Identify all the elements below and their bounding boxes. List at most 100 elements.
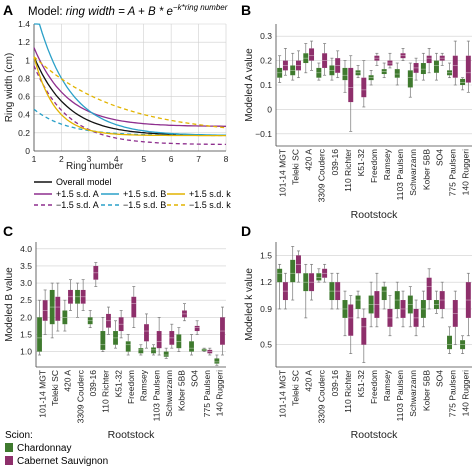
box-cabernet bbox=[361, 77, 367, 98]
model-formula-title: Model: ring width = A + B * e−k*ring num… bbox=[28, 3, 228, 18]
series-line bbox=[33, 47, 226, 127]
x-category-label: 039-16 bbox=[330, 149, 340, 176]
y-tick-label: 3.5 bbox=[20, 261, 32, 271]
panel-letter-d: D bbox=[241, 223, 251, 239]
y-tick-label: 3.0 bbox=[20, 278, 32, 288]
y-tick-label: 1.2 bbox=[18, 37, 30, 47]
series-line bbox=[33, 65, 226, 146]
x-category-label: Kober 5BB bbox=[177, 370, 187, 411]
box-cabernet bbox=[465, 55, 471, 83]
x-axis-title: Rootstock bbox=[351, 429, 398, 441]
box-cabernet bbox=[426, 277, 432, 301]
y-tick-label: 0.9 bbox=[260, 304, 272, 314]
y-tick-label: 1.0 bbox=[20, 347, 32, 357]
panel-c-box-chart: 1.0 1.5 2.0 2.5 3.0 3.5 4.0 101-14 MGT Teleki SC… bbox=[4, 242, 226, 441]
formula-exponent: −k*ring number bbox=[173, 3, 228, 12]
box-cabernet bbox=[348, 67, 354, 103]
x-category-label: 420 A bbox=[304, 370, 314, 392]
x-tick-label: 7 bbox=[196, 154, 201, 164]
series-line bbox=[33, 56, 226, 136]
box-chardonnay bbox=[407, 70, 413, 88]
y-tick-label: −0.1 bbox=[255, 129, 272, 139]
x-category-label: Schwarzann bbox=[408, 370, 418, 417]
box-chardonnay bbox=[433, 60, 439, 73]
panel-a-line-chart: 0 0.2 0.4 0.6 0.8 1 1.2 1.4 1 2 3 4 5 6 7 8 Ring number R… bbox=[4, 19, 229, 172]
box-cabernet bbox=[131, 296, 137, 318]
legend-plus-k-label: +1.5 s.d. k bbox=[189, 189, 231, 199]
box-cabernet bbox=[309, 48, 315, 61]
x-category-label: K51-32 bbox=[113, 370, 123, 398]
x-category-label: Freedom bbox=[126, 370, 136, 404]
box-cabernet bbox=[426, 55, 432, 64]
legend-overall-label: Overall model bbox=[56, 177, 112, 187]
box-chardonnay bbox=[460, 78, 466, 85]
box-cabernet bbox=[348, 304, 354, 336]
x-category-label: SO4 bbox=[434, 370, 444, 387]
x-category-label: 101-14 MGT bbox=[278, 370, 288, 418]
box-chardonnay bbox=[355, 295, 361, 309]
x-category-label: Ramsey bbox=[382, 369, 392, 401]
box-chardonnay bbox=[277, 268, 283, 283]
x-category-label: Freedom bbox=[369, 370, 379, 404]
box-cabernet bbox=[361, 317, 367, 345]
x-category-label: 775 Paulsen bbox=[447, 370, 457, 418]
x-category-label: Schwarzann bbox=[164, 370, 174, 417]
x-category-label: Teleki SC bbox=[291, 149, 301, 185]
box-cabernet bbox=[452, 55, 458, 78]
formula-body: ring width = A + B * e bbox=[66, 6, 173, 18]
panel-letter-c: C bbox=[3, 223, 13, 239]
x-tick-label: 1 bbox=[32, 154, 37, 164]
y-tick-label: 1 bbox=[25, 55, 30, 65]
y-tick-label: 1.5 bbox=[260, 250, 272, 260]
x-category-label: 110 Richter bbox=[343, 370, 353, 413]
x-category-label: Teleki SC bbox=[50, 370, 60, 406]
box-chardonnay bbox=[138, 348, 144, 354]
box-chardonnay bbox=[290, 259, 296, 283]
box-chardonnay bbox=[394, 69, 400, 78]
panel-letter-b: B bbox=[241, 2, 251, 18]
x-category-label: Teleki SC bbox=[291, 370, 301, 406]
box-chardonnay bbox=[316, 273, 322, 281]
box-cabernet bbox=[156, 331, 162, 349]
box-chardonnay bbox=[214, 358, 220, 364]
legend-plus-a-label: +1.5 s.d. A bbox=[56, 189, 99, 199]
y-tick-label: 0.6 bbox=[18, 92, 30, 102]
y-tick-label: 1.5 bbox=[20, 329, 32, 339]
y-tick-label: 0.1 bbox=[260, 80, 272, 90]
x-tick-label: 5 bbox=[141, 154, 146, 164]
x-category-label: 110 Richter bbox=[343, 149, 353, 192]
x-category-label: SO4 bbox=[189, 370, 199, 387]
x-category-label: Schwarzann bbox=[408, 149, 418, 196]
x-category-label: SO4 bbox=[434, 149, 444, 166]
y-tick-label: 1.4 bbox=[18, 19, 30, 29]
chardonnay-label: Chardonnay bbox=[17, 443, 71, 454]
legend-minus-a-label: −1.5 s.d. A bbox=[56, 200, 99, 210]
y-axis-title: Modeled k value bbox=[244, 268, 255, 341]
x-tick-label: 6 bbox=[169, 154, 174, 164]
x-axis-title: Ring number bbox=[66, 161, 124, 172]
x-axis-title: Rootstock bbox=[108, 429, 155, 441]
formula-prefix: Model: bbox=[28, 6, 66, 18]
legend-minus-b-label: −1.5 s.d. B bbox=[123, 200, 166, 210]
x-category-label: 775 Paulsen bbox=[202, 370, 212, 418]
scion-legend: Scion: Chardonnay Cabernet Sauvignon bbox=[5, 430, 108, 467]
box-cabernet bbox=[55, 296, 61, 321]
y-tick-label: 1.2 bbox=[260, 277, 272, 287]
y-tick-label: 0.4 bbox=[18, 110, 30, 120]
y-tick-label: 2.0 bbox=[20, 312, 32, 322]
box-chardonnay bbox=[100, 331, 106, 350]
scion-legend-title: Scion: bbox=[5, 430, 33, 441]
x-category-label: 110 Richter bbox=[101, 370, 111, 413]
x-category-label: Kober 5BB bbox=[421, 149, 431, 190]
panel-b-box-chart: −0.1 0 0.1 0.2 0.3 101-14 MGT Teleki SC 420 A 33… bbox=[244, 24, 472, 221]
x-category-label: 775 Paulsen bbox=[447, 149, 457, 197]
series-line bbox=[33, 56, 226, 137]
y-tick-label: 0 bbox=[267, 104, 272, 114]
box-chardonnay bbox=[151, 347, 156, 354]
y-tick-label: 0.8 bbox=[18, 73, 30, 83]
x-category-label: Ramsey bbox=[382, 148, 392, 180]
y-tick-label: 0.3 bbox=[260, 31, 272, 41]
x-tick-label: 3 bbox=[86, 154, 91, 164]
x-category-label: Ramsey bbox=[139, 369, 149, 401]
